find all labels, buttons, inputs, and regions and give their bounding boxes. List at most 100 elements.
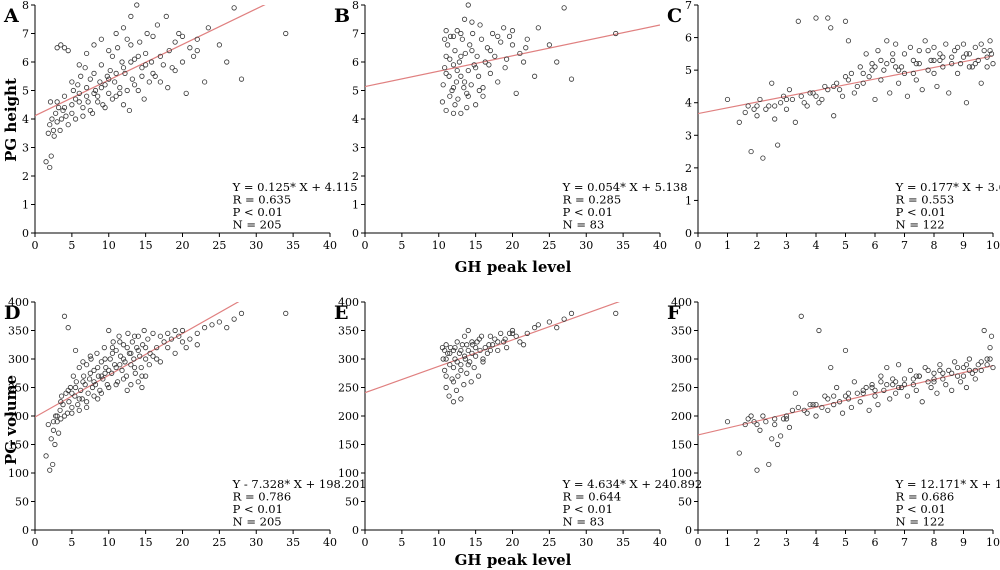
panel-d-stat-line: Y - 7.328* X + 198.201 bbox=[232, 477, 367, 491]
panel-c-data-point bbox=[836, 87, 843, 93]
panel-f-data-point bbox=[845, 390, 852, 396]
panel-f-data-point bbox=[937, 367, 943, 373]
panel-d-data-point bbox=[57, 407, 63, 413]
panel-e-data-point bbox=[468, 379, 474, 385]
panel-d-x-tick-label: 20 bbox=[176, 536, 190, 549]
panel-d-data-point bbox=[72, 347, 79, 354]
panel-a-data-point bbox=[139, 73, 145, 79]
panel-d-data-point bbox=[172, 327, 178, 334]
panel-c-data-point bbox=[904, 93, 911, 99]
panel-a-data-point bbox=[113, 70, 119, 77]
panel-a-data-point bbox=[283, 30, 289, 37]
panel-e-data-point bbox=[513, 333, 519, 339]
panel-a-data-point bbox=[104, 73, 110, 79]
panel-d-data-point bbox=[138, 364, 144, 371]
panel-f-data-point bbox=[925, 367, 931, 373]
panel-b-data-point bbox=[523, 45, 529, 51]
panel-d-data-point bbox=[95, 396, 101, 402]
panel-d-y-tick-label: 400 bbox=[8, 296, 29, 309]
panel-c-data-point bbox=[937, 57, 943, 63]
panel-c-data-point bbox=[916, 47, 922, 54]
panel-f-data-point bbox=[981, 327, 987, 334]
panel-f-data-point bbox=[984, 356, 990, 362]
panel-a-stat-line: Y = 0.125* X + 4.115 bbox=[232, 180, 358, 194]
panel-f-data-point bbox=[940, 376, 946, 382]
panel-d-data-point bbox=[124, 387, 130, 393]
panel-a-data-point bbox=[165, 85, 171, 91]
panel-a-data-point bbox=[157, 53, 163, 59]
panel-e-data-point bbox=[455, 373, 461, 379]
panel-b-data-point bbox=[495, 33, 501, 39]
panel-b-data-point bbox=[450, 110, 457, 116]
panel-c-data-point bbox=[763, 106, 769, 112]
panel-d-data-point bbox=[135, 347, 141, 354]
panel-d-data-point bbox=[113, 347, 119, 354]
panel-f-data-point bbox=[963, 384, 970, 391]
panel-f-data-point bbox=[987, 356, 993, 362]
panel-d-data-point bbox=[128, 350, 134, 356]
panel-b-data-point bbox=[450, 33, 457, 39]
panel-c-data-point bbox=[978, 41, 984, 47]
panel-d-data-point bbox=[69, 390, 75, 396]
panel-f-data-point bbox=[895, 384, 902, 391]
panel-d-data-point bbox=[150, 353, 156, 359]
panel-b-data-point bbox=[443, 28, 449, 34]
panel-e-data-point bbox=[442, 367, 448, 373]
panel-b-data-point bbox=[450, 62, 457, 68]
panel-b-data-point bbox=[461, 16, 468, 22]
panel-a-data-point bbox=[50, 127, 57, 133]
panel-c-data-point bbox=[831, 113, 837, 119]
panel-b-data-point bbox=[495, 79, 501, 85]
panel-a-data-point bbox=[54, 119, 60, 125]
panel-d-data-point bbox=[134, 344, 140, 351]
panel-c-data-point bbox=[869, 61, 875, 67]
panel-f-data-point bbox=[881, 387, 887, 393]
panel-d-data-point bbox=[128, 382, 134, 388]
panel-f-data-point bbox=[851, 379, 857, 385]
panel-a-data-point bbox=[238, 76, 245, 82]
panel-a-data-point bbox=[72, 96, 79, 102]
panel-b-data-point bbox=[464, 90, 470, 96]
panel-e-data-point bbox=[449, 376, 455, 382]
panel-a-stat-line: P < 0.01 bbox=[233, 205, 283, 219]
panel-a-data-point bbox=[109, 96, 116, 102]
panel-c-stat-line: R = 0.553 bbox=[896, 193, 955, 207]
panel-b-data-point bbox=[442, 65, 448, 71]
panel-b-x-tick-label: 0 bbox=[362, 239, 369, 252]
panel-f-data-point bbox=[866, 407, 872, 413]
panel-d-data-point bbox=[53, 413, 59, 419]
panel-e-stat-line: P < 0.01 bbox=[563, 502, 613, 516]
panel-f-data-point bbox=[875, 401, 881, 408]
panel-b-data-point bbox=[535, 25, 541, 31]
panel-b-data-point bbox=[459, 36, 465, 42]
panel-d-data-point bbox=[119, 367, 125, 373]
panel-d-data-point bbox=[139, 384, 145, 391]
panel-f-data-point bbox=[848, 404, 855, 411]
panel-d-data-point bbox=[76, 396, 82, 402]
panel-c-y-tick-label: 4 bbox=[685, 97, 692, 110]
panel-b-data-point bbox=[465, 67, 471, 74]
panel-e-data-point bbox=[489, 342, 496, 348]
panel-e-data-point bbox=[475, 373, 482, 379]
panel-c-data-point bbox=[987, 38, 993, 44]
panel-e-data-point bbox=[509, 327, 516, 334]
panel-c-data-point bbox=[798, 93, 804, 99]
panel-f-data-point bbox=[919, 399, 925, 405]
panel-e-regression-line bbox=[365, 302, 620, 394]
panel-d-data-point bbox=[80, 379, 86, 385]
panel-b-data-point bbox=[461, 85, 467, 91]
panel-b-y-tick-label: 2 bbox=[352, 170, 359, 183]
panel-c-data-point bbox=[742, 109, 748, 116]
panel-c-data-point bbox=[884, 38, 890, 44]
panel-d-data-point bbox=[66, 399, 72, 405]
panel-d-data-point bbox=[161, 339, 167, 345]
panel-f-data-point bbox=[972, 376, 978, 382]
panel-c-data-point bbox=[975, 57, 981, 63]
panel-d-data-point bbox=[61, 313, 68, 319]
panel-c-data-point bbox=[987, 47, 993, 54]
panel-c-data-point bbox=[795, 18, 801, 24]
panel-d-data-point bbox=[100, 376, 106, 382]
panel-a-data-point bbox=[120, 102, 127, 108]
panel-a-data-point bbox=[53, 110, 59, 116]
panel-d-data-point bbox=[143, 356, 149, 362]
